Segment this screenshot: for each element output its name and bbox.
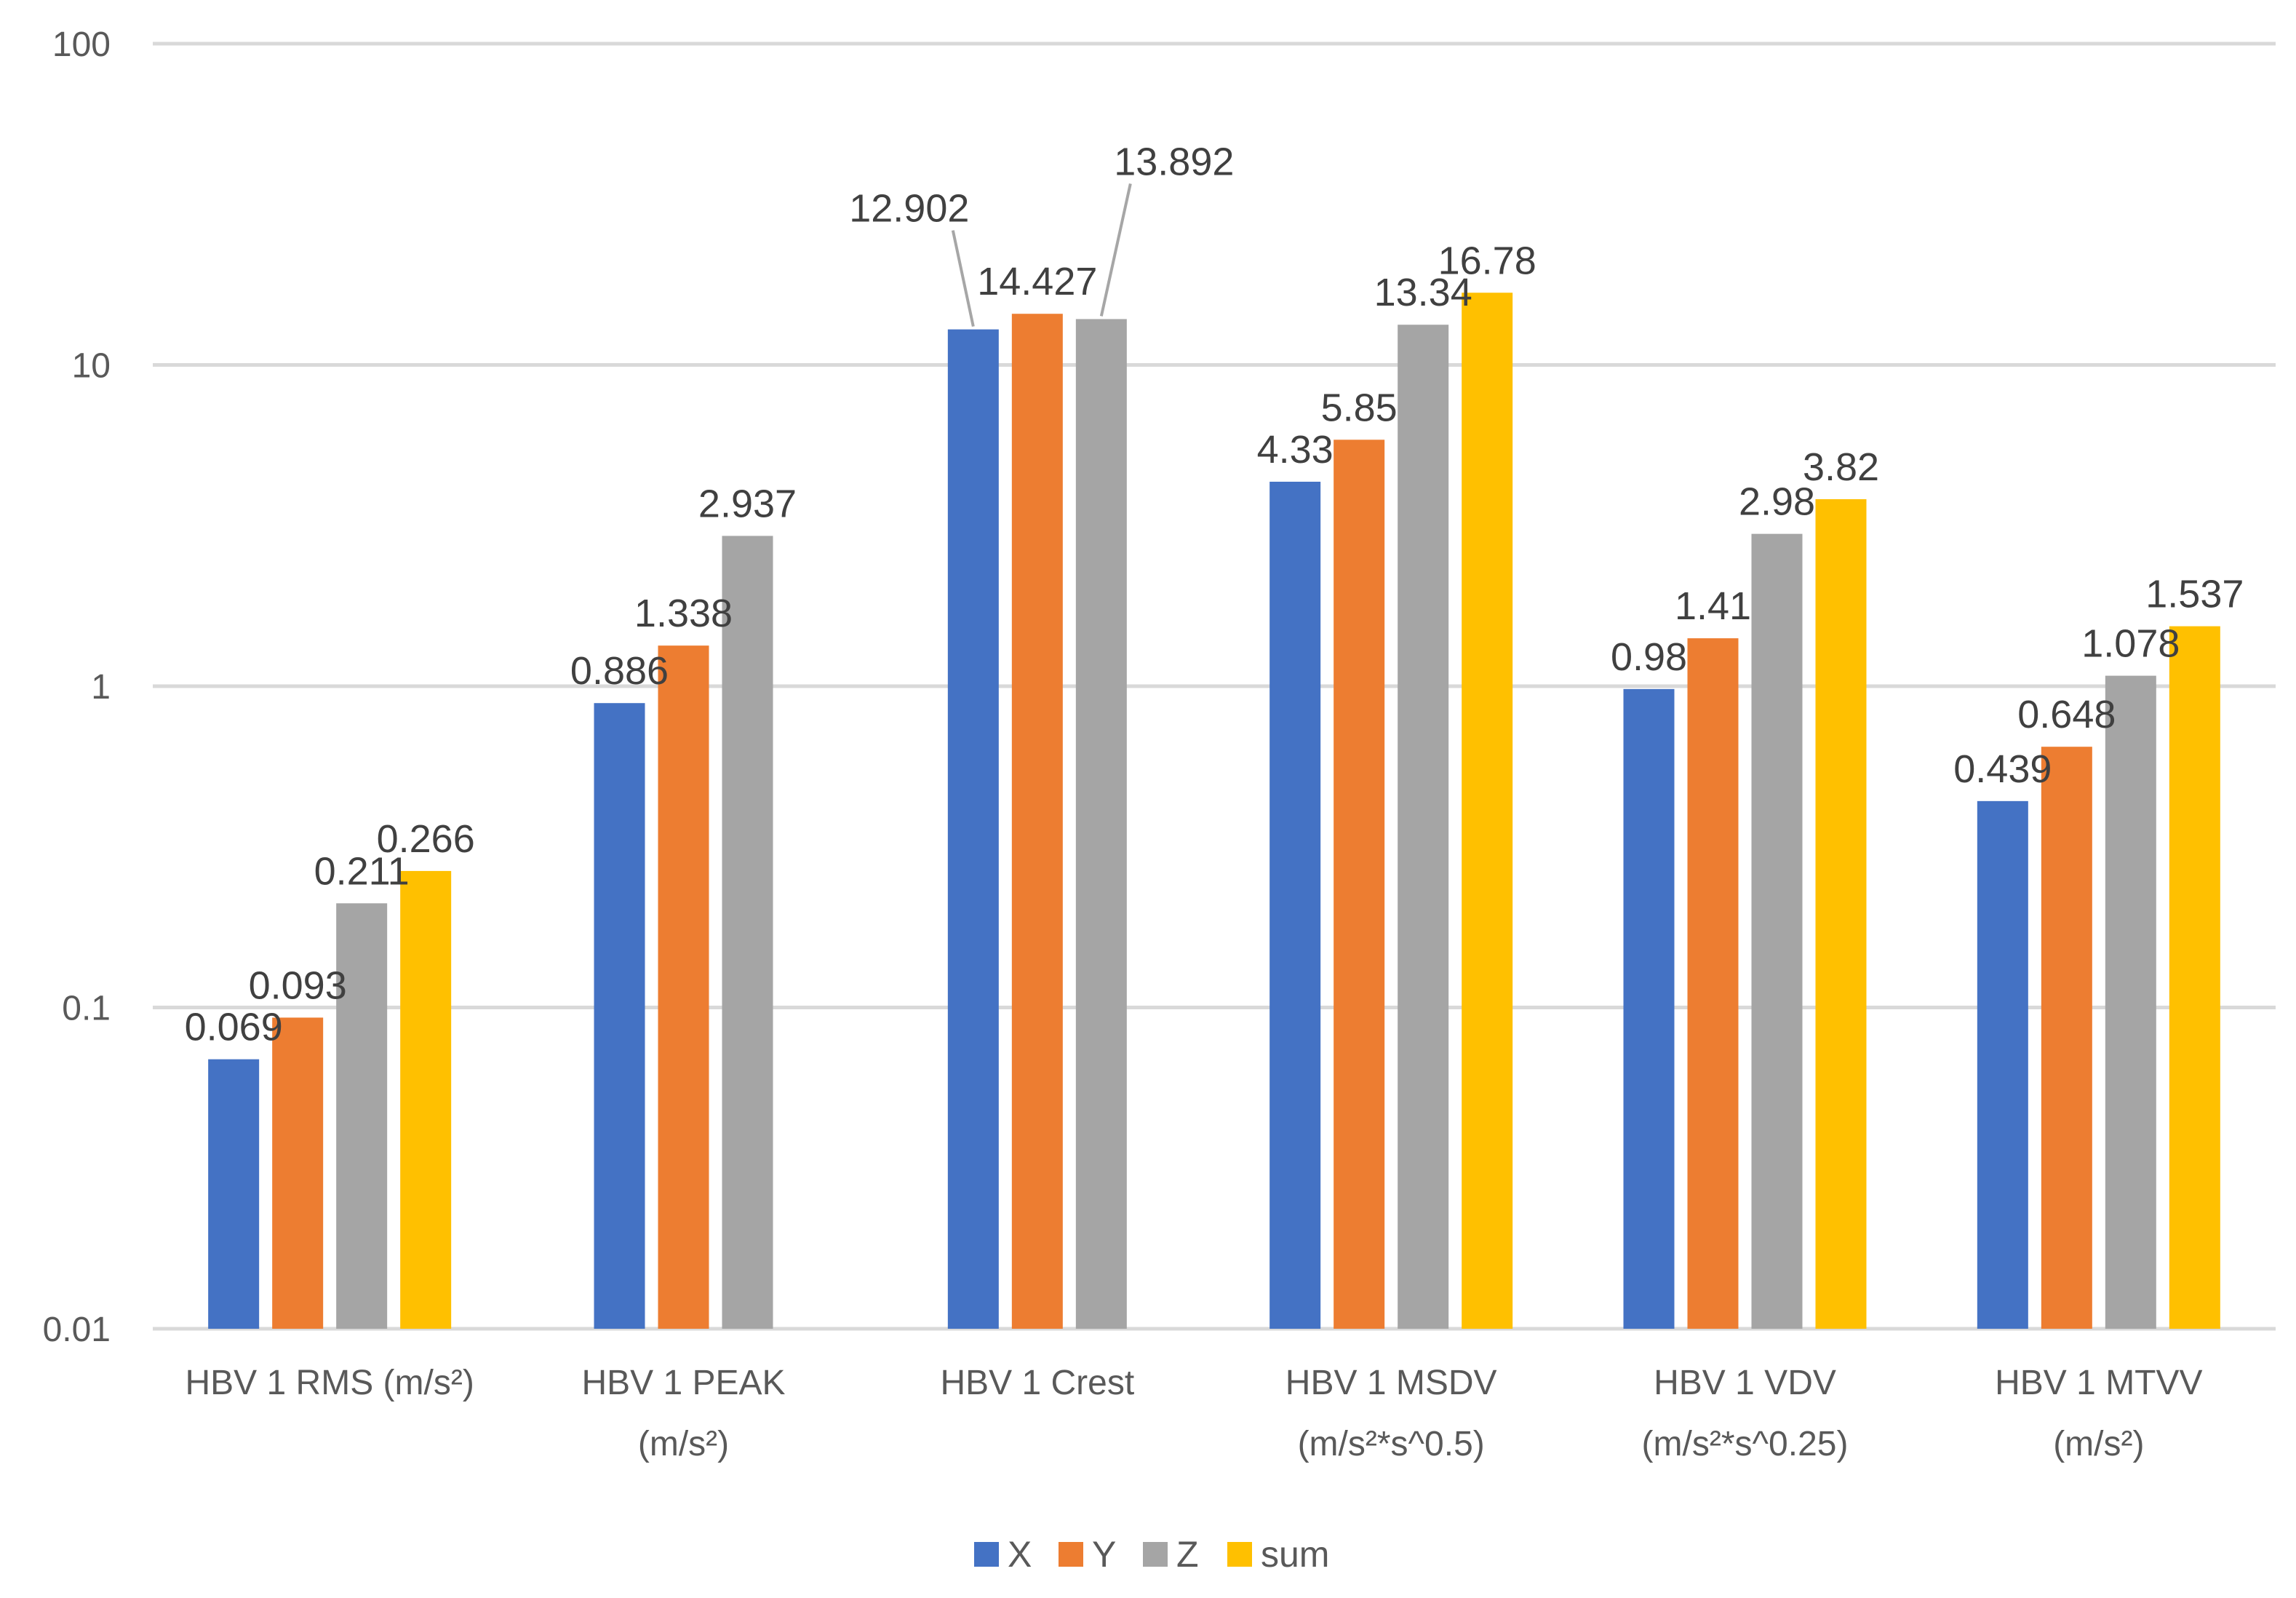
data-label: 1.338 <box>634 592 733 635</box>
data-label: 4.33 <box>1257 428 1334 472</box>
bar-x <box>947 329 999 1329</box>
bar-z <box>1075 319 1127 1329</box>
legend-label: sum <box>1261 1534 1329 1575</box>
bar-sum <box>1462 293 1513 1329</box>
data-label: 1.41 <box>1675 584 1751 628</box>
data-label: 0.211 <box>314 849 410 893</box>
data-label-leader-line <box>1099 183 1132 317</box>
x-category-label: HBV 1 VDV <box>1654 1364 1836 1402</box>
bar-y <box>1011 314 1063 1329</box>
bar-y <box>1334 440 1385 1329</box>
bar-z <box>2105 675 2156 1329</box>
legend-item-y[interactable]: Y <box>1059 1534 1116 1575</box>
bar-sum <box>400 870 452 1329</box>
y-tick-label: 0.1 <box>62 990 111 1028</box>
data-label: 0.886 <box>570 649 669 693</box>
data-label: 5.85 <box>1321 386 1398 429</box>
data-label: 0.093 <box>249 963 347 1007</box>
legend-label: Z <box>1176 1534 1199 1575</box>
legend-label: Y <box>1092 1534 1116 1575</box>
x-category-label: HBV 1 Crest <box>940 1364 1134 1402</box>
data-label: 1.537 <box>2145 573 2244 616</box>
gridlines <box>153 41 2276 1331</box>
x-category-label: HBV 1 RMS (m/s²) <box>185 1364 474 1402</box>
y-tick-label: 100 <box>52 25 111 64</box>
legend-swatch <box>1227 1542 1252 1567</box>
data-label: 0.648 <box>2017 693 2116 736</box>
bar-y <box>658 645 709 1329</box>
bar-x <box>1623 688 1675 1329</box>
bar-z <box>722 536 773 1329</box>
data-label: 2.98 <box>1739 480 1815 524</box>
legend-item-x[interactable]: X <box>974 1534 1032 1575</box>
bar-z <box>336 903 388 1329</box>
bar-sum <box>1815 499 1867 1329</box>
y-tick-label: 10 <box>72 347 111 386</box>
x-category-label: (m/s²*s^0.25) <box>1642 1425 1849 1463</box>
y-tick-label: 1 <box>91 668 111 707</box>
bar-z <box>1751 533 1803 1329</box>
legend-swatch <box>1059 1542 1083 1567</box>
bar-x <box>1977 800 2028 1329</box>
bar-y <box>2041 747 2092 1329</box>
data-label: 1.078 <box>2081 622 2180 666</box>
bar-sum <box>2169 626 2220 1329</box>
data-label: 12.902 <box>849 187 969 231</box>
legend-label: X <box>1008 1534 1032 1575</box>
bar-x <box>1269 481 1321 1329</box>
x-category-label: (m/s²) <box>2053 1425 2144 1463</box>
legend-item-z[interactable]: Z <box>1143 1534 1199 1575</box>
data-label: 16.78 <box>1438 239 1536 282</box>
bar-x <box>594 703 645 1329</box>
legend-swatch <box>974 1542 999 1567</box>
data-label-leader-line <box>951 230 975 327</box>
data-label: 0.98 <box>1611 635 1687 679</box>
bars <box>208 293 2220 1329</box>
data-label: 0.439 <box>1953 747 2052 791</box>
bar-y <box>1687 638 1739 1329</box>
data-label: 13.34 <box>1374 271 1472 314</box>
data-label: 13.892 <box>1114 140 1234 183</box>
x-category-label: (m/s²) <box>638 1425 729 1463</box>
data-label: 0.266 <box>377 817 475 861</box>
x-category-label: HBV 1 MSDV <box>1285 1364 1497 1402</box>
bar-z <box>1398 325 1449 1329</box>
bar-y <box>272 1017 324 1329</box>
bar-x <box>208 1059 260 1329</box>
x-axis-categories: HBV 1 RMS (m/s²) HBV 1 PEAK (m/s²) HBV 1 Cr… <box>185 1364 2202 1463</box>
x-category-label: (m/s²*s^0.5) <box>1298 1425 1485 1463</box>
data-label: 14.427 <box>977 260 1097 303</box>
y-axis-ticks: 0.01 0.1 1 10 100 <box>43 25 111 1349</box>
data-label: 2.937 <box>698 482 797 525</box>
y-tick-label: 0.01 <box>43 1311 111 1349</box>
data-label: 0.069 <box>185 1006 283 1049</box>
leader-lines <box>951 183 1132 327</box>
x-category-label: HBV 1 MTVV <box>1995 1364 2202 1402</box>
legend-item-sum[interactable]: sum <box>1227 1534 1329 1575</box>
data-label: 3.82 <box>1803 445 1879 489</box>
legend-swatch <box>1143 1542 1168 1567</box>
x-category-label: HBV 1 PEAK <box>581 1364 785 1402</box>
